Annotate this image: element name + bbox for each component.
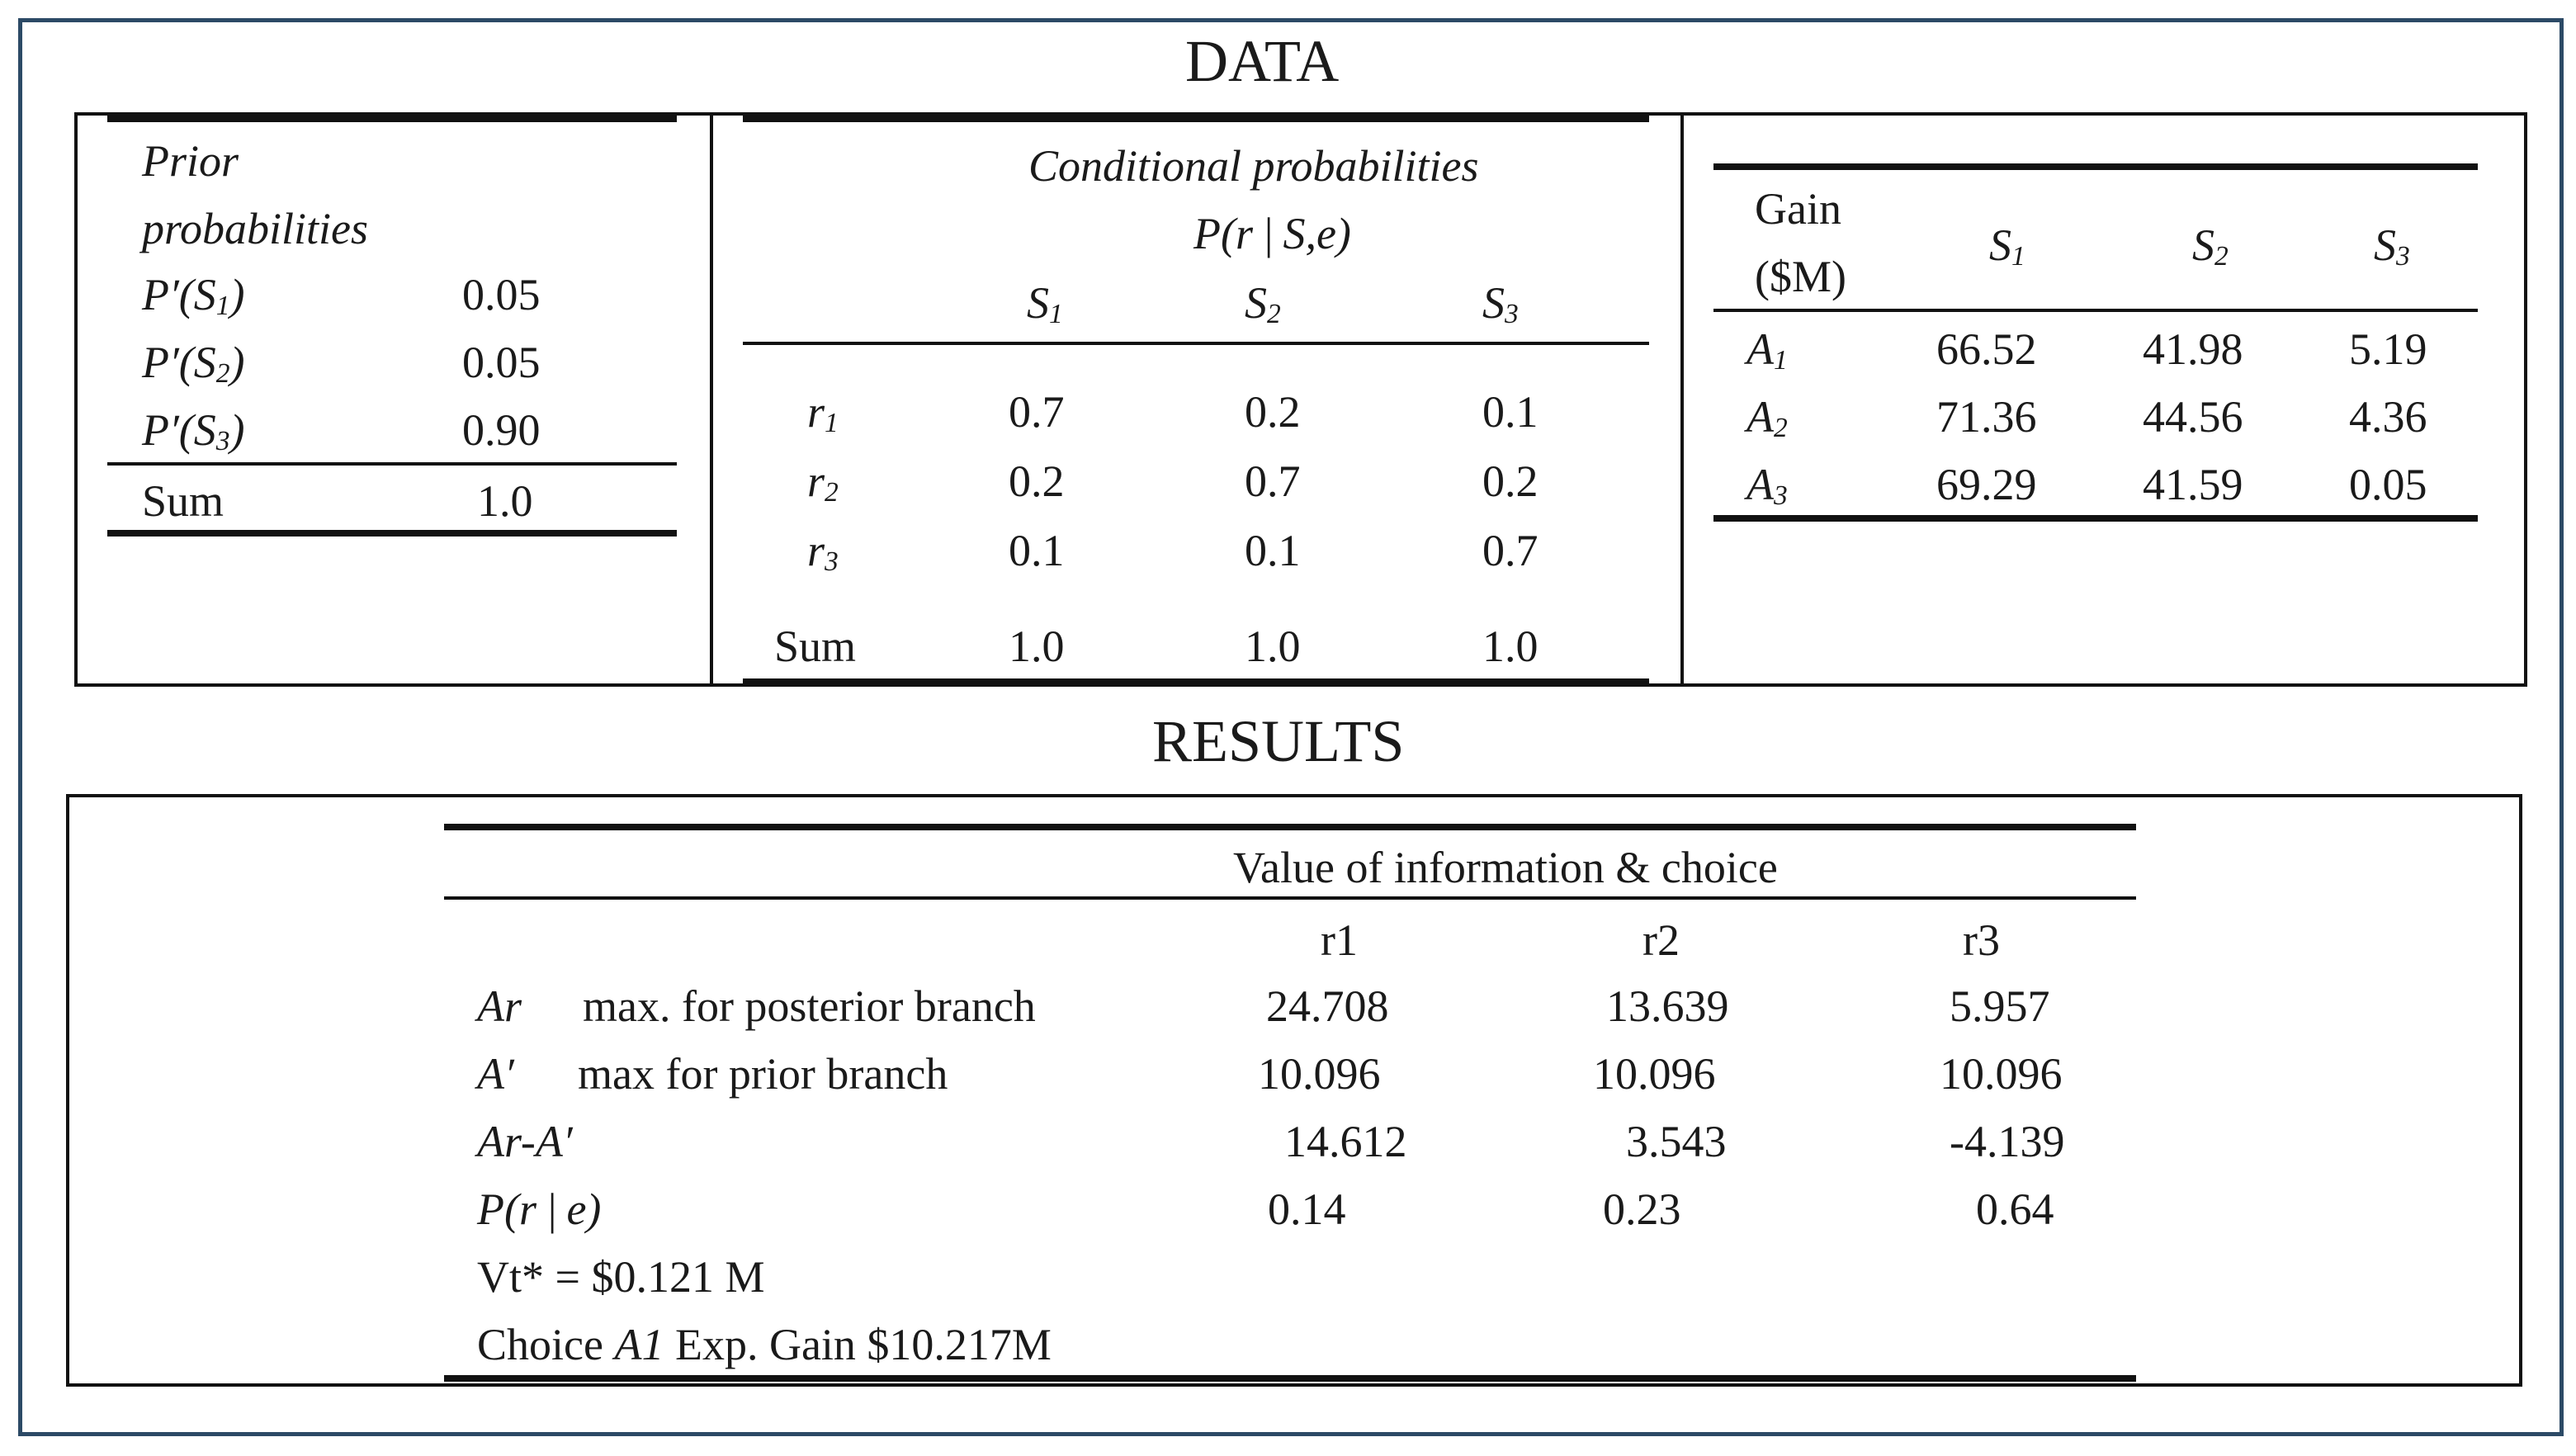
prior-table-box	[74, 112, 713, 687]
results-header-rule	[444, 896, 2136, 900]
conditional-cell: 0.1	[1245, 526, 1301, 575]
results-row-symbol: P(r | e)	[477, 1184, 602, 1234]
gain-table-box	[1680, 112, 2527, 687]
conditional-col-header: S3	[1482, 278, 1519, 330]
prior-top-rule	[107, 116, 677, 122]
gain-cell: 66.52	[1936, 324, 2037, 374]
conditional-row-label: r2	[807, 456, 839, 508]
results-col-header: r2	[1642, 915, 1680, 965]
prior-bottom-rule	[107, 530, 677, 537]
prior-header-line1: Prior	[142, 136, 239, 186]
gain-col-header: S3	[2374, 220, 2410, 272]
prior-sum-value: 1.0	[477, 476, 533, 526]
conditional-sum-value: 1.0	[1482, 622, 1539, 671]
results-col-header: r1	[1321, 915, 1358, 965]
conditional-cell: 0.2	[1245, 387, 1301, 437]
gain-col-header: S2	[2192, 220, 2229, 272]
results-cell: 14.612	[1284, 1117, 1407, 1166]
gain-cell: 71.36	[1936, 392, 2037, 442]
results-row-symbol: A′	[477, 1049, 514, 1099]
results-top-rule	[444, 824, 2136, 830]
gain-header-rule	[1713, 309, 2478, 312]
gain-cell: 0.05	[2349, 460, 2427, 509]
conditional-cell: 0.7	[1482, 526, 1539, 575]
results-cell: 0.64	[1976, 1184, 2054, 1234]
results-cell: 10.096	[1940, 1049, 2063, 1099]
conditional-col-header: S2	[1245, 278, 1281, 330]
gain-cell: 69.29	[1936, 460, 2037, 509]
results-cell: 5.957	[1950, 981, 2050, 1031]
conditional-header-line1: Conditional probabilities	[1028, 141, 1479, 191]
conditional-row-label: r3	[807, 526, 839, 578]
gain-col-header: S1	[1989, 220, 2025, 272]
conditional-col-header: S1	[1027, 278, 1063, 330]
results-col-header: r3	[1963, 915, 2000, 965]
results-row-desc: max. for posterior branch	[583, 981, 1036, 1031]
conditional-bottom-rule	[743, 678, 1649, 685]
prior-row-label: P′(S2)	[142, 338, 245, 390]
conditional-header-line2: P(r | S,e)	[1193, 209, 1351, 258]
gain-cell: 41.98	[2143, 324, 2243, 374]
results-title: RESULTS	[1152, 708, 1405, 774]
results-cell: 24.708	[1266, 981, 1389, 1031]
prior-row-value: 0.05	[462, 270, 541, 319]
results-box	[66, 794, 2522, 1387]
results-cell: 10.096	[1593, 1049, 1716, 1099]
gain-header-line2: ($M)	[1755, 252, 1846, 301]
conditional-header-rule	[743, 342, 1649, 345]
gain-cell: 44.56	[2143, 392, 2243, 442]
results-cell: -4.139	[1950, 1117, 2065, 1166]
conditional-cell: 0.1	[1482, 387, 1539, 437]
prior-sum-label: Sum	[142, 476, 225, 526]
outer-frame	[18, 18, 2564, 1436]
results-vt: Vt* = $0.121 M	[477, 1252, 765, 1302]
data-title: DATA	[1185, 28, 1340, 94]
results-cell: 13.639	[1606, 981, 1729, 1031]
results-header: Value of information & choice	[1233, 843, 1778, 892]
prior-sum-rule	[107, 462, 677, 466]
results-cell: 0.23	[1603, 1184, 1681, 1234]
results-row-symbol: Ar	[477, 981, 522, 1031]
conditional-cell: 0.2	[1009, 456, 1065, 506]
prior-row-label: P′(S1)	[142, 270, 245, 322]
conditional-cell: 0.7	[1009, 387, 1065, 437]
prior-row-label: P′(S3)	[142, 405, 245, 457]
results-cell: 10.096	[1258, 1049, 1381, 1099]
gain-cell: 4.36	[2349, 392, 2427, 442]
gain-top-rule	[1713, 163, 2478, 170]
prior-row-value: 0.05	[462, 338, 541, 387]
gain-row-label: A3	[1746, 460, 1788, 512]
conditional-top-rule	[743, 116, 1649, 122]
gain-row-label: A1	[1746, 324, 1788, 376]
conditional-cell: 0.2	[1482, 456, 1539, 506]
conditional-sum-value: 1.0	[1009, 622, 1065, 671]
prior-row-value: 0.90	[462, 405, 541, 455]
results-cell: 3.543	[1626, 1117, 1727, 1166]
gain-header-line1: Gain	[1755, 184, 1841, 234]
results-row-desc: max for prior branch	[578, 1049, 948, 1099]
results-row-symbol: Ar-A′	[477, 1117, 573, 1166]
gain-row-label: A2	[1746, 392, 1788, 444]
conditional-cell: 0.7	[1245, 456, 1301, 506]
results-choice: Choice A1 Exp. Gain $10.217M	[477, 1320, 1052, 1369]
conditional-row-label: r1	[807, 387, 839, 439]
conditional-sum-value: 1.0	[1245, 622, 1301, 671]
conditional-sum-label: Sum	[774, 622, 857, 671]
conditional-cell: 0.1	[1009, 526, 1065, 575]
gain-cell: 41.59	[2143, 460, 2243, 509]
prior-header-line2: probabilities	[142, 204, 369, 253]
gain-bottom-rule	[1713, 515, 2478, 522]
results-bottom-rule	[444, 1375, 2136, 1382]
results-cell: 0.14	[1268, 1184, 1346, 1234]
gain-cell: 5.19	[2349, 324, 2427, 374]
